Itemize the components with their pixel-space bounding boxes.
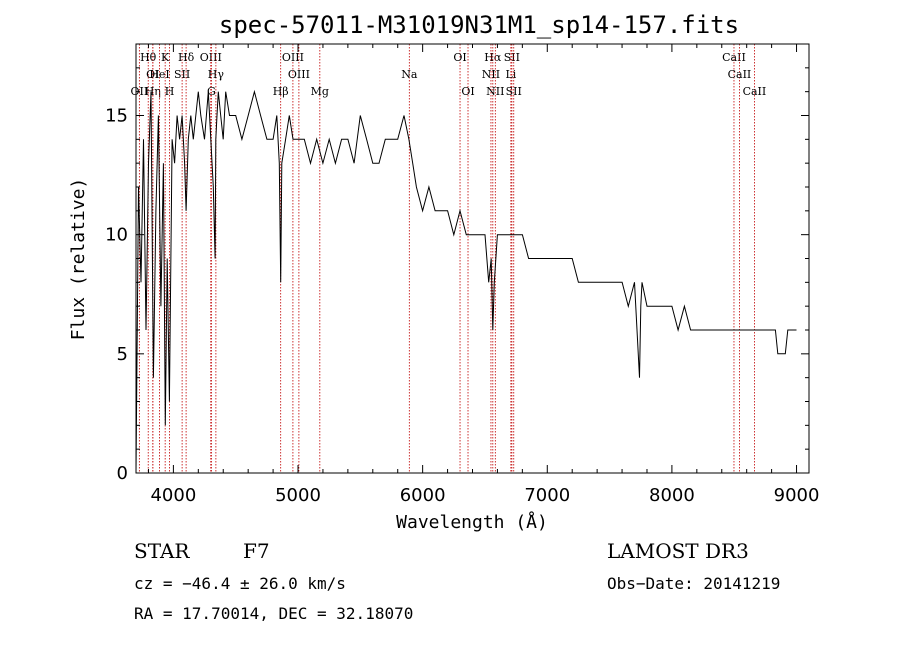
spectral-line-label: Hα (484, 51, 502, 64)
spectral-line-label: SII (504, 51, 520, 64)
object-class: STAR (134, 539, 190, 563)
x-tick-label: 8000 (649, 485, 695, 506)
spectral-line-label: Hδ (178, 51, 195, 64)
spectral-line-label: Li (505, 68, 516, 81)
spectral-line-label: HeI (149, 68, 169, 81)
spectral-line-label: Na (401, 68, 418, 81)
y-tick-label: 10 (105, 225, 128, 246)
spectral-line-label: CaII (743, 85, 767, 98)
x-axis-label: Wavelength (Å) (396, 511, 548, 533)
y-tick-label: 0 (117, 463, 128, 484)
spectral-line-label: OIII (288, 68, 310, 81)
y-tick-label: 15 (105, 106, 128, 127)
chart-title: spec-57011-M31019N31M1_sp14-157.fits (219, 11, 739, 39)
spectral-line-label: Hβ (273, 85, 289, 98)
spectral-line-label: OI (461, 85, 474, 98)
object-subclass: F7 (243, 539, 270, 563)
x-tick-label: 7000 (524, 485, 570, 506)
spectral-line-label: SII (506, 85, 522, 98)
x-tick-label: 5000 (275, 485, 321, 506)
spectral-line-label: OIII (282, 51, 304, 64)
x-tick-label: 6000 (400, 485, 446, 506)
spectral-line-label: Mg (311, 85, 329, 98)
spectral-line-label: K (161, 51, 170, 64)
coordinates: RA = 17.70014, DEC = 32.18070 (134, 604, 414, 623)
x-tick-label: 9000 (774, 485, 820, 506)
spectral-line-label: OI (453, 51, 466, 64)
spectral-line-label: SII (174, 68, 190, 81)
y-tick-label: 5 (117, 344, 128, 365)
spectral-line-label: G (207, 85, 216, 98)
x-tick-label: 4000 (150, 485, 196, 506)
redshift-velocity: cz = −46.4 ± 26.0 km/s (134, 574, 346, 593)
spectral-line-label: H (165, 85, 175, 98)
y-axis-label: Flux (relative) (68, 178, 89, 341)
spectrum-trace (135, 89, 797, 474)
axes: 4000 5000 6000 7000 8000 9000 0 5 10 15 (105, 44, 819, 506)
spectral-line-label: CaII (728, 68, 752, 81)
spectral-line-label: NII (482, 68, 500, 81)
spectrum-line (135, 89, 797, 474)
observation-date: Obs−Date: 20141219 (607, 574, 781, 593)
spectral-line-label: Hη (145, 85, 161, 98)
spectral-line-label: Hθ (140, 51, 157, 64)
survey-name: LAMOST DR3 (607, 539, 749, 563)
spectral-line-label: NII (486, 85, 504, 98)
spectral-line-label: Hγ (208, 68, 225, 81)
plot-frame (135, 43, 810, 474)
spectral-line-label: CaII (722, 51, 746, 64)
spectral-line-label: OIII (200, 51, 222, 64)
